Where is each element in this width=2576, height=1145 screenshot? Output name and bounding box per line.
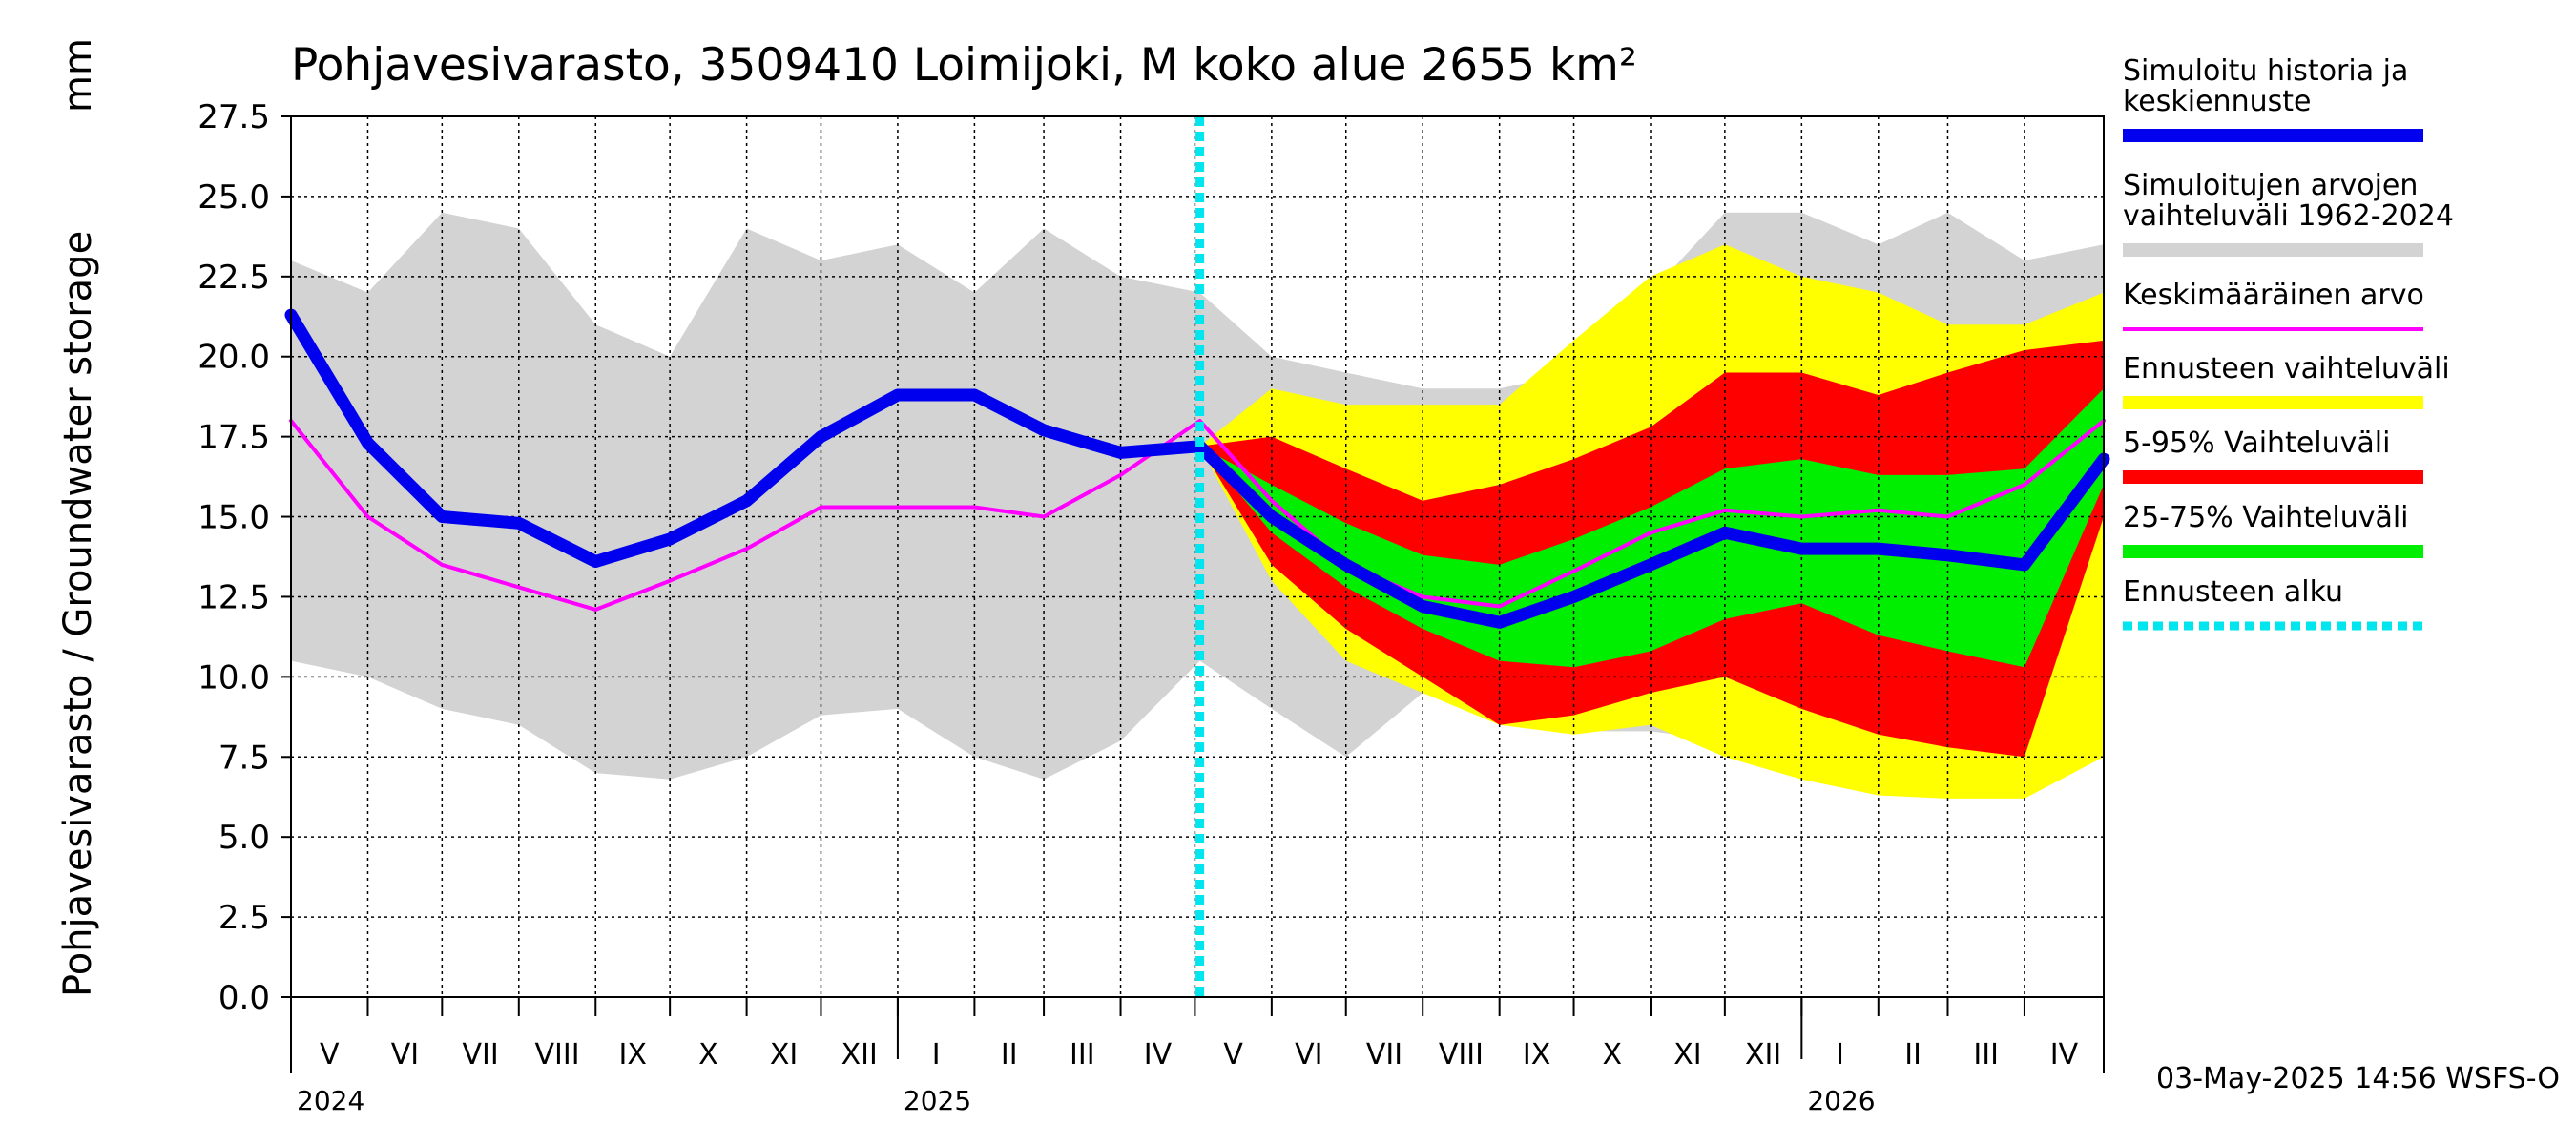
legend-label: 25-75% Vaihteluväli — [2123, 501, 2409, 534]
y-axis-unit: mm — [56, 38, 100, 113]
month-label: VI — [1295, 1038, 1322, 1072]
month-label: V — [1223, 1038, 1243, 1072]
month-label: X — [1602, 1038, 1622, 1072]
y-tick-label: 2.5 — [218, 899, 270, 937]
year-label: 2024 — [297, 1085, 364, 1116]
legend-label: Keskimääräinen arvo — [2123, 279, 2424, 312]
month-label: VIII — [534, 1038, 579, 1072]
y-tick-label: 15.0 — [197, 499, 270, 537]
month-label: X — [698, 1038, 718, 1072]
month-label: I — [1836, 1038, 1844, 1072]
y-tick-label: 17.5 — [197, 419, 270, 457]
month-label: XII — [841, 1038, 878, 1072]
y-tick-label: 20.0 — [197, 339, 270, 377]
y-tick-label: 25.0 — [197, 178, 270, 217]
month-label: XI — [770, 1038, 798, 1072]
y-tick-label: 7.5 — [218, 739, 270, 777]
legend-label: Simuloitu historia ja — [2123, 54, 2408, 88]
year-label: 2025 — [904, 1085, 971, 1116]
month-label: VI — [391, 1038, 419, 1072]
series-line-0 — [289, 418, 2106, 612]
legend-label: keskiennuste — [2123, 85, 2311, 118]
month-label: III — [1973, 1038, 1999, 1072]
plot-frame — [290, 115, 2105, 998]
legend-label: Ennusteen vaihteluväli — [2123, 352, 2450, 385]
y-tick-label: 27.5 — [197, 98, 270, 136]
month-label: I — [932, 1038, 941, 1072]
month-label: XI — [1673, 1038, 1701, 1072]
footer-timestamp: 03-May-2025 14:56 WSFS-O — [2156, 1062, 2560, 1095]
y-axis-label: Pohjavesivarasto / Groundwater storage — [56, 231, 100, 997]
month-label: IV — [1144, 1038, 1173, 1072]
chart-title: Pohjavesivarasto, 3509410 Loimijoki, M k… — [291, 39, 1637, 92]
legend-label: 5-95% Vaihteluväli — [2123, 427, 2390, 460]
month-label: VIII — [1439, 1038, 1484, 1072]
y-tick-label: 10.0 — [197, 658, 270, 697]
month-label: II — [1904, 1038, 1922, 1072]
month-label: VII — [462, 1038, 498, 1072]
month-label: IV — [2050, 1038, 2079, 1072]
month-label: VII — [1366, 1038, 1402, 1072]
legend-label: Ennusteen alku — [2123, 575, 2343, 609]
month-label: II — [1001, 1038, 1018, 1072]
month-label: IX — [1523, 1038, 1550, 1072]
legend-label: vaihteluväli 1962-2024 — [2123, 199, 2454, 233]
month-label: V — [320, 1038, 340, 1072]
year-label: 2026 — [1807, 1085, 1875, 1116]
y-tick-label: 22.5 — [197, 259, 270, 297]
plot-area: 0.0 2.5 5.0 7.5 10.0 12.5 15.0 17.5 20.0 22.5 25.0… — [197, 98, 2110, 1116]
legend-label: Simuloitujen arvojen — [2123, 169, 2418, 202]
y-tick-label: 12.5 — [197, 578, 270, 616]
month-label: XII — [1745, 1038, 1781, 1072]
month-label: III — [1070, 1038, 1095, 1072]
y-tick-label: 0.0 — [218, 979, 270, 1017]
y-tick-label: 5.0 — [218, 819, 270, 857]
month-label: IX — [618, 1038, 646, 1072]
